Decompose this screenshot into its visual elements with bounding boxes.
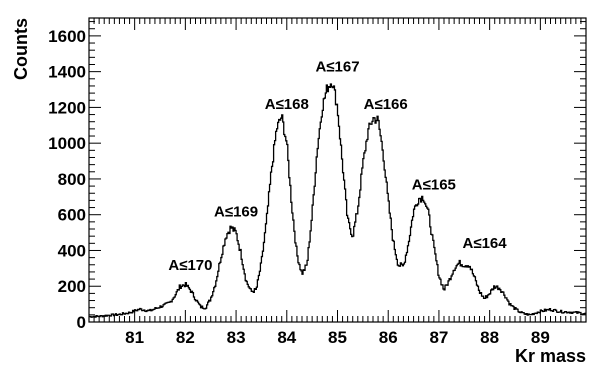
- peak-annotations: A≤170 A≤169 A≤168 A≤167 A≤166 A≤165 A≤164: [168, 59, 507, 274]
- peak-label: A≤165: [412, 177, 456, 194]
- peak-label: A≤166: [364, 96, 408, 113]
- y-tick-label: 200: [58, 277, 86, 296]
- y-axis-title: Counts: [11, 18, 31, 80]
- y-axis: 0 200 400 600 800 1000 1200 1400 1600: [48, 21, 586, 332]
- x-tick-label: 87: [429, 328, 448, 347]
- y-tick-label: 800: [58, 170, 86, 189]
- peak-label: A≤164: [463, 235, 508, 252]
- x-tick-label: 88: [480, 328, 499, 347]
- y-tick-label: 1200: [48, 98, 86, 117]
- x-tick-label: 86: [379, 328, 398, 347]
- y-tick-label: 600: [58, 206, 86, 225]
- x-axis-title: Kr mass: [515, 346, 586, 366]
- y-tick-label: 0: [77, 313, 86, 332]
- peak-label: A≤170: [168, 257, 212, 274]
- x-tick-label: 85: [328, 328, 347, 347]
- y-tick-label: 1600: [48, 27, 86, 46]
- peak-label: A≤169: [214, 203, 258, 220]
- x-tick-label: 89: [531, 328, 550, 347]
- y-tick-label: 1400: [48, 63, 86, 82]
- x-tick-label: 83: [227, 328, 246, 347]
- x-tick-label: 82: [176, 328, 195, 347]
- y-tick-label: 1000: [48, 134, 86, 153]
- y-tick-label: 400: [58, 241, 86, 260]
- histogram-line: [89, 83, 586, 318]
- peak-label: A≤167: [315, 59, 359, 76]
- peak-label: A≤168: [265, 96, 309, 113]
- x-tick-label: 81: [125, 328, 144, 347]
- x-tick-label: 84: [277, 328, 296, 347]
